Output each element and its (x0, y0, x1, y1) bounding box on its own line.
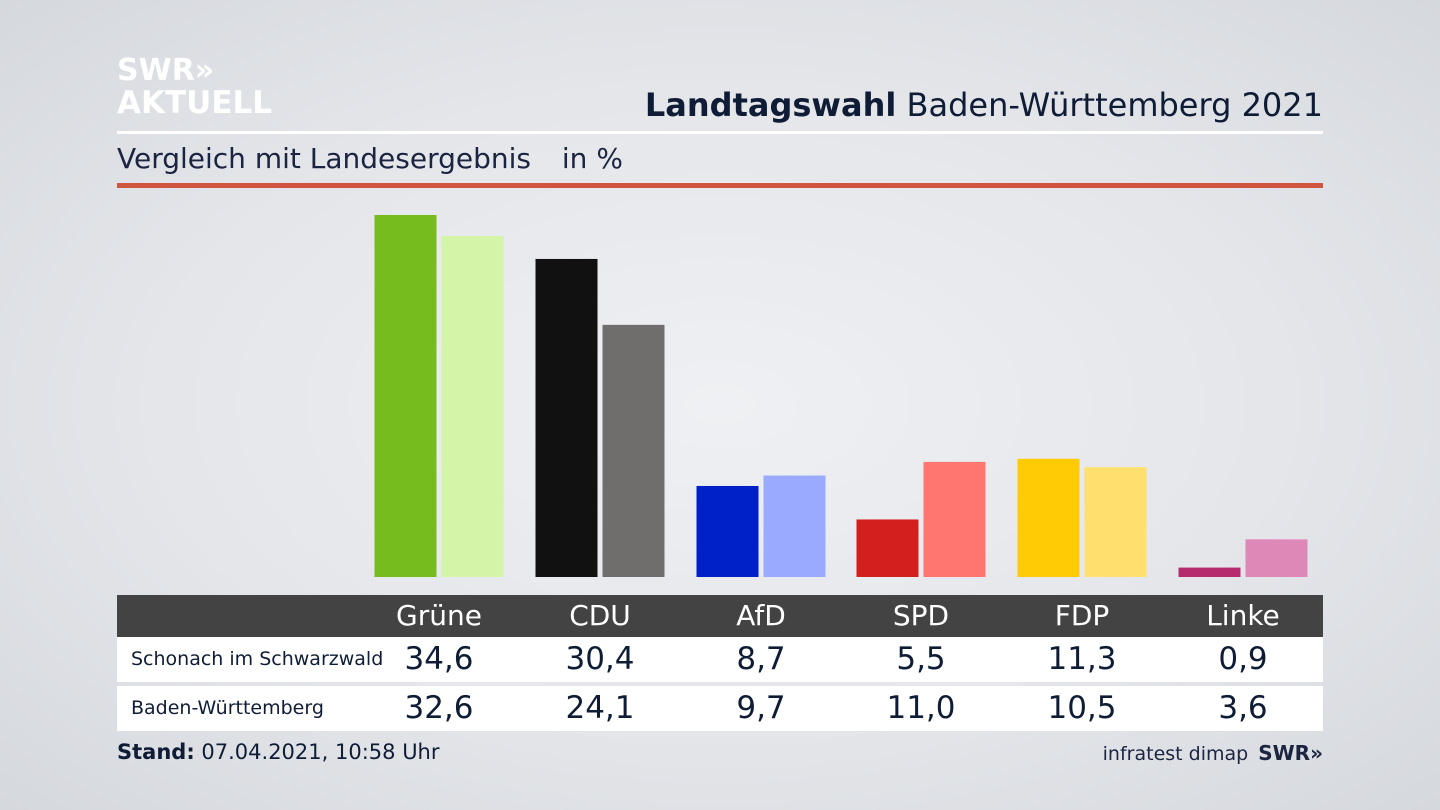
column-header: Grüne (396, 599, 482, 632)
table-cell: 5,5 (896, 641, 946, 677)
row-label: Schonach im Schwarzwald (131, 648, 384, 670)
table-cell: 3,6 (1218, 690, 1268, 726)
stand-label: Stand: (117, 740, 195, 764)
title-rest: Baden-Württemberg 2021 (906, 86, 1324, 124)
page-title: Landtagswahl Baden-Württemberg 2021 (645, 86, 1323, 124)
table-cell: 8,7 (736, 641, 786, 677)
logo-line-1: SWR» (117, 53, 215, 88)
bar-spd-series-2 (923, 461, 986, 577)
bar-chart (374, 215, 1308, 577)
timestamp: Stand: 07.04.2021, 10:58 Uhr (117, 740, 440, 764)
table-cell: 9,7 (736, 690, 786, 726)
table-cell: 0,9 (1218, 641, 1268, 677)
bar-afd-series-2 (763, 475, 826, 577)
column-header: Linke (1206, 599, 1280, 632)
table-row: Baden-Württemberg 32,6 24,1 9,7 11,0 10,5 3,6 (117, 686, 1323, 731)
bar-grne-series-1 (374, 215, 437, 577)
column-header: FDP (1054, 599, 1110, 632)
column-header: SPD (892, 599, 950, 632)
bar-afd-series-1 (696, 485, 759, 577)
table-header-row: Grüne CDU AfD SPD FDP Linke (117, 595, 1323, 637)
chart-subtitle: Vergleich mit Landesergebnis in % (117, 142, 623, 175)
table-row: Schonach im Schwarzwald 34,6 30,4 8,7 5,5 11… (117, 637, 1323, 682)
row-label: Baden-Württemberg (131, 697, 324, 719)
source-credit: infratest dimap SWR» (1103, 741, 1323, 765)
column-header: AfD (736, 599, 786, 632)
table-cell: 30,4 (565, 641, 635, 677)
bar-linke-series-2 (1245, 539, 1308, 577)
results-table: Grüne CDU AfD SPD FDP Linke Schonach im Schwa… (117, 595, 1323, 731)
swr-brand: SWR» (1258, 741, 1323, 765)
bar-linke-series-1 (1178, 567, 1241, 577)
table-cell: 11,0 (886, 690, 956, 726)
bar-cdu-series-1 (535, 258, 598, 577)
bar-fdp-series-1 (1017, 458, 1080, 577)
accent-divider (117, 183, 1323, 188)
source-text: infratest dimap (1102, 743, 1249, 765)
bar-grne-series-2 (441, 235, 504, 577)
table-cell: 32,6 (404, 690, 474, 726)
stand-value: 07.04.2021, 10:58 Uhr (201, 740, 440, 764)
table-cell: 11,3 (1047, 641, 1117, 677)
table-cell: 24,1 (565, 690, 635, 726)
title-bold: Landtagswahl (644, 86, 897, 124)
title-divider (117, 131, 1323, 134)
logo-line-2: AKTUELL (117, 85, 273, 121)
table-cell: 34,6 (404, 641, 474, 677)
bar-fdp-series-2 (1084, 467, 1147, 577)
table-cell: 10,5 (1047, 690, 1117, 726)
subtitle-unit: in % (561, 142, 623, 175)
bar-spd-series-1 (856, 519, 919, 577)
column-header: CDU (569, 599, 631, 632)
subtitle-text: Vergleich mit Landesergebnis (117, 142, 531, 175)
bar-cdu-series-2 (602, 324, 665, 577)
swr-aktuell-logo: SWR» AKTUELL (117, 53, 273, 121)
